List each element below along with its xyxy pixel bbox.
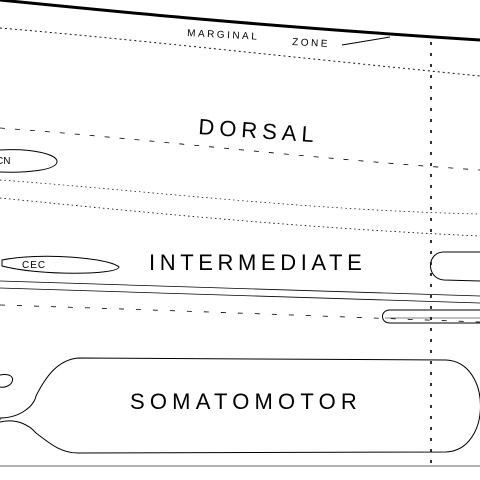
intermediate-right-capsule — [430, 251, 480, 282]
intermediate-lower-line-2 — [0, 287, 480, 304]
dorsal-lower-border — [0, 197, 480, 237]
intermediate-lower-line-1 — [0, 280, 480, 297]
somatomotor-label: SOMATOMOTOR — [130, 389, 362, 414]
cec-nucleus-outline — [1, 255, 120, 274]
outer-boundary-line — [0, 0, 480, 42]
cec-label: CEC — [22, 260, 46, 271]
zone-label: ZONE — [292, 37, 330, 50]
dorsal-label: DORSAL — [198, 114, 320, 147]
zone-pointer-line — [341, 36, 391, 46]
marginal-label: MARGINAL — [187, 28, 260, 43]
cn-label: CN — [0, 156, 10, 167]
somatomotor-left-loop — [0, 374, 13, 388]
dorsal-mid-line — [0, 179, 480, 215]
ventral-dashed-border — [0, 304, 480, 323]
small-right-capsule — [382, 309, 480, 324]
intermediate-label: INTERMEDIATE — [149, 250, 366, 275]
somatomotor-outline — [0, 357, 480, 454]
marginal-zone-border — [0, 27, 480, 77]
dorsal-upper-border — [0, 127, 480, 171]
cn-nucleus-outline — [0, 149, 58, 173]
